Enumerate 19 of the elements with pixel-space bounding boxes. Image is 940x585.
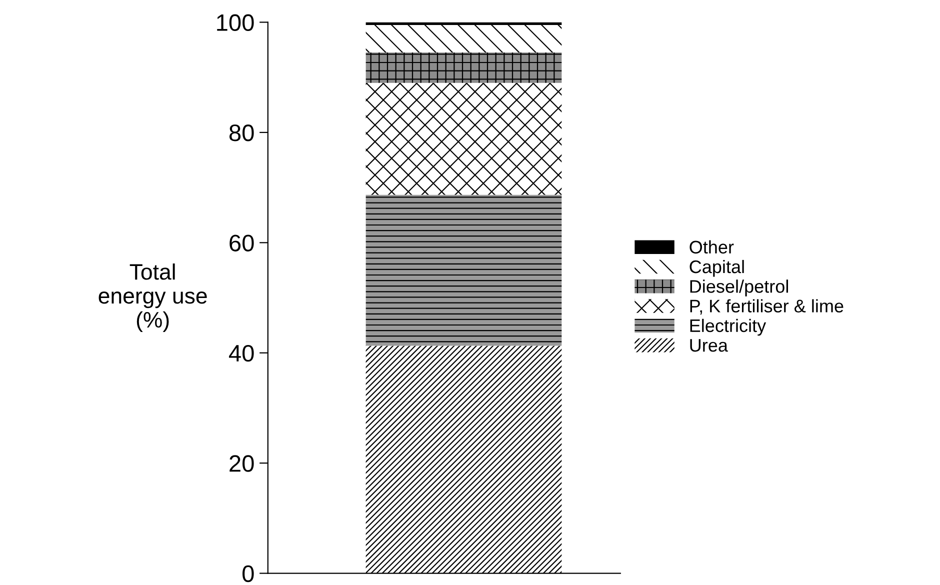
y-tick-label: 100 xyxy=(217,14,254,32)
legend-label: Diesel/petrol xyxy=(690,280,788,296)
y-tick-label: 80 xyxy=(229,124,254,142)
legend-label: Electricity xyxy=(690,318,766,336)
legend-label: P, K fertiliser & lime xyxy=(690,299,844,315)
bar xyxy=(366,346,562,574)
legend-label: Urea xyxy=(690,339,728,352)
legend-label: Other xyxy=(690,240,734,254)
y-axis-title: Total energy use (%) xyxy=(98,263,207,332)
y-tick-label: 40 xyxy=(228,344,254,362)
y-tick-label: 0 xyxy=(242,565,254,582)
bar xyxy=(366,22,562,25)
y-tick-label: 20 xyxy=(230,455,254,472)
legend-label: Capital xyxy=(690,260,744,277)
y-tick-label: 60 xyxy=(230,234,254,252)
bar xyxy=(366,82,562,195)
bar xyxy=(366,24,562,53)
bar xyxy=(366,194,562,346)
bar xyxy=(366,52,562,83)
